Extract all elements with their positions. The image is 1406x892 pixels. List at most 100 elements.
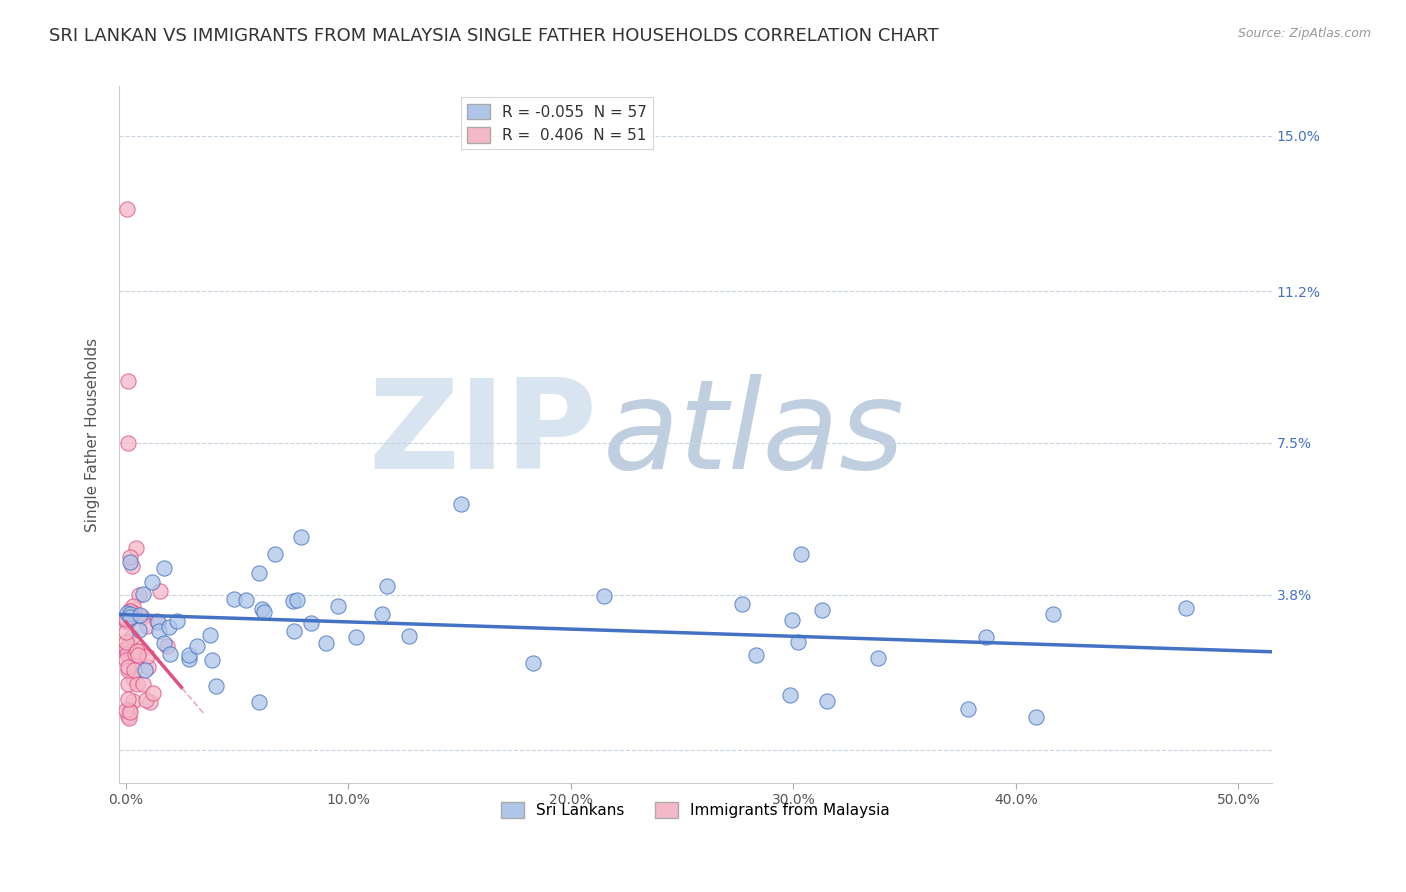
- Point: [283, 624, 305, 639]
- Point: [127, 644, 149, 658]
- Point: [811, 603, 834, 617]
- Point: [153, 561, 176, 575]
- Point: [346, 630, 368, 644]
- Point: [1042, 607, 1064, 621]
- Point: [118, 637, 141, 651]
- Point: [263, 547, 285, 561]
- Point: [122, 606, 145, 620]
- Point: [115, 612, 138, 626]
- Point: [249, 566, 271, 580]
- Point: [118, 555, 141, 569]
- Point: [868, 651, 890, 665]
- Point: [815, 694, 838, 708]
- Point: [731, 597, 754, 611]
- Point: [377, 579, 399, 593]
- Point: [115, 640, 138, 655]
- Point: [253, 605, 276, 619]
- Point: [115, 625, 138, 640]
- Point: [1174, 601, 1197, 615]
- Point: [115, 653, 138, 667]
- Point: [974, 630, 997, 644]
- Point: [117, 663, 139, 677]
- Point: [250, 601, 273, 615]
- Point: [121, 693, 143, 707]
- Point: [450, 497, 472, 511]
- Point: [124, 655, 146, 669]
- Point: [134, 664, 156, 678]
- Point: [290, 530, 312, 544]
- Point: [118, 703, 141, 717]
- Point: [205, 679, 228, 693]
- Point: [142, 686, 165, 700]
- Point: [117, 692, 139, 706]
- Point: [122, 672, 145, 686]
- Point: [135, 693, 157, 707]
- Point: [148, 624, 170, 639]
- Point: [128, 644, 150, 658]
- Point: [141, 574, 163, 589]
- Point: [159, 647, 181, 661]
- Point: [593, 590, 616, 604]
- Point: [122, 664, 145, 678]
- Point: [115, 703, 138, 717]
- Point: [117, 436, 139, 450]
- Point: [136, 659, 159, 673]
- Text: SRI LANKAN VS IMMIGRANTS FROM MALAYSIA SINGLE FATHER HOUSEHOLDS CORRELATION CHAR: SRI LANKAN VS IMMIGRANTS FROM MALAYSIA S…: [49, 27, 939, 45]
- Point: [779, 688, 801, 702]
- Point: [115, 614, 138, 628]
- Point: [118, 604, 141, 618]
- Point: [201, 653, 224, 667]
- Point: [156, 639, 179, 653]
- Point: [132, 587, 155, 601]
- Point: [115, 202, 138, 217]
- Point: [235, 593, 257, 607]
- Point: [186, 639, 208, 653]
- Point: [124, 647, 146, 661]
- Point: [117, 660, 139, 674]
- Point: [135, 619, 157, 633]
- Point: [121, 558, 143, 573]
- Point: [315, 635, 337, 649]
- Point: [117, 615, 139, 630]
- Point: [128, 623, 150, 637]
- Point: [1025, 710, 1047, 724]
- Point: [121, 631, 143, 645]
- Point: [281, 594, 304, 608]
- Point: [146, 615, 169, 630]
- Point: [745, 648, 768, 663]
- Point: [157, 620, 180, 634]
- Point: [120, 610, 142, 624]
- Legend: Sri Lankans, Immigrants from Malaysia: Sri Lankans, Immigrants from Malaysia: [495, 796, 896, 824]
- Point: [115, 606, 138, 620]
- Point: [787, 635, 810, 649]
- Point: [118, 607, 141, 621]
- Point: [117, 711, 139, 725]
- Text: Source: ZipAtlas.com: Source: ZipAtlas.com: [1237, 27, 1371, 40]
- Point: [956, 702, 979, 716]
- Y-axis label: Single Father Households: Single Father Households: [86, 338, 100, 532]
- Text: ZIP: ZIP: [368, 375, 598, 495]
- Point: [149, 583, 172, 598]
- Point: [790, 547, 813, 561]
- Point: [222, 591, 245, 606]
- Point: [299, 616, 322, 631]
- Point: [117, 648, 139, 662]
- Point: [131, 609, 153, 624]
- Point: [117, 375, 139, 389]
- Point: [522, 657, 544, 671]
- Point: [127, 648, 149, 662]
- Text: atlas: atlas: [603, 375, 905, 495]
- Point: [398, 629, 420, 643]
- Point: [371, 607, 394, 621]
- Point: [115, 634, 138, 648]
- Point: [121, 599, 143, 614]
- Point: [139, 695, 162, 709]
- Point: [326, 599, 349, 613]
- Point: [153, 636, 176, 650]
- Point: [780, 613, 803, 627]
- Point: [128, 588, 150, 602]
- Point: [117, 709, 139, 723]
- Point: [179, 648, 201, 662]
- Point: [120, 705, 142, 719]
- Point: [125, 541, 148, 555]
